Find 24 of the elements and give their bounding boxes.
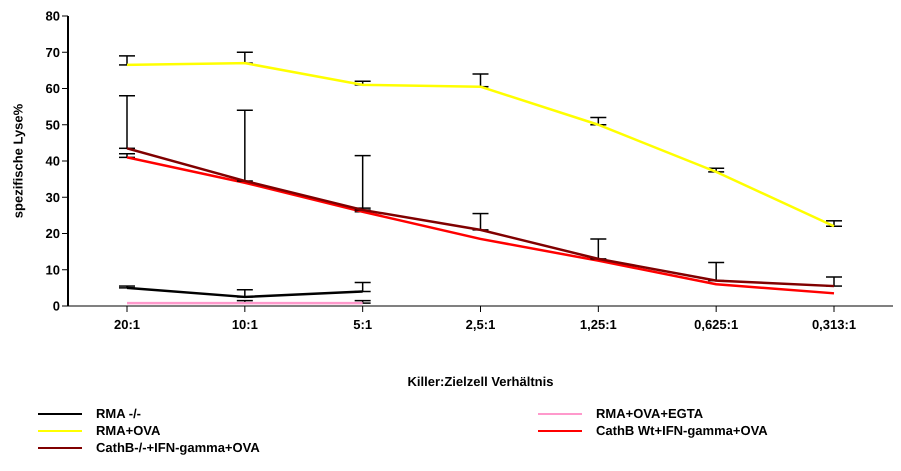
legend-label: RMA+OVA+EGTA <box>596 406 704 421</box>
x-tick-label: 2,5:1 <box>466 317 496 332</box>
x-axis-title: Killer:Zielzell Verhältnis <box>408 374 554 389</box>
legend-label: CathB-/-+IFN-gamma+OVA <box>96 440 260 455</box>
y-tick-label: 30 <box>46 190 60 205</box>
y-tick-label: 0 <box>52 298 60 314</box>
legend-label: CathB Wt+IFN-gamma+OVA <box>596 423 768 438</box>
x-tick-label: 0,625:1 <box>694 317 738 332</box>
y-tick-label: 40 <box>46 154 60 169</box>
x-tick-label: 1,25:1 <box>580 317 617 332</box>
y-tick-label: 10 <box>46 262 60 278</box>
y-tick-label: 50 <box>46 117 60 132</box>
y-axis-title: spezifische Lyse% <box>10 103 26 218</box>
line-series <box>126 62 836 228</box>
legend-label: RMA -/- <box>96 406 142 421</box>
legend-label: RMA+OVA <box>96 423 160 438</box>
y-tick-label: 70 <box>46 44 60 60</box>
x-tick-label: 20:1 <box>114 317 140 332</box>
x-tick-label: 5:1 <box>353 317 372 332</box>
x-tick-label: 10:1 <box>232 317 258 332</box>
y-tick-label: 60 <box>46 81 60 96</box>
y-tick-label: 80 <box>46 8 60 24</box>
x-tick-label: 0,313:1 <box>812 317 856 332</box>
y-tick-label: 20 <box>46 226 60 242</box>
